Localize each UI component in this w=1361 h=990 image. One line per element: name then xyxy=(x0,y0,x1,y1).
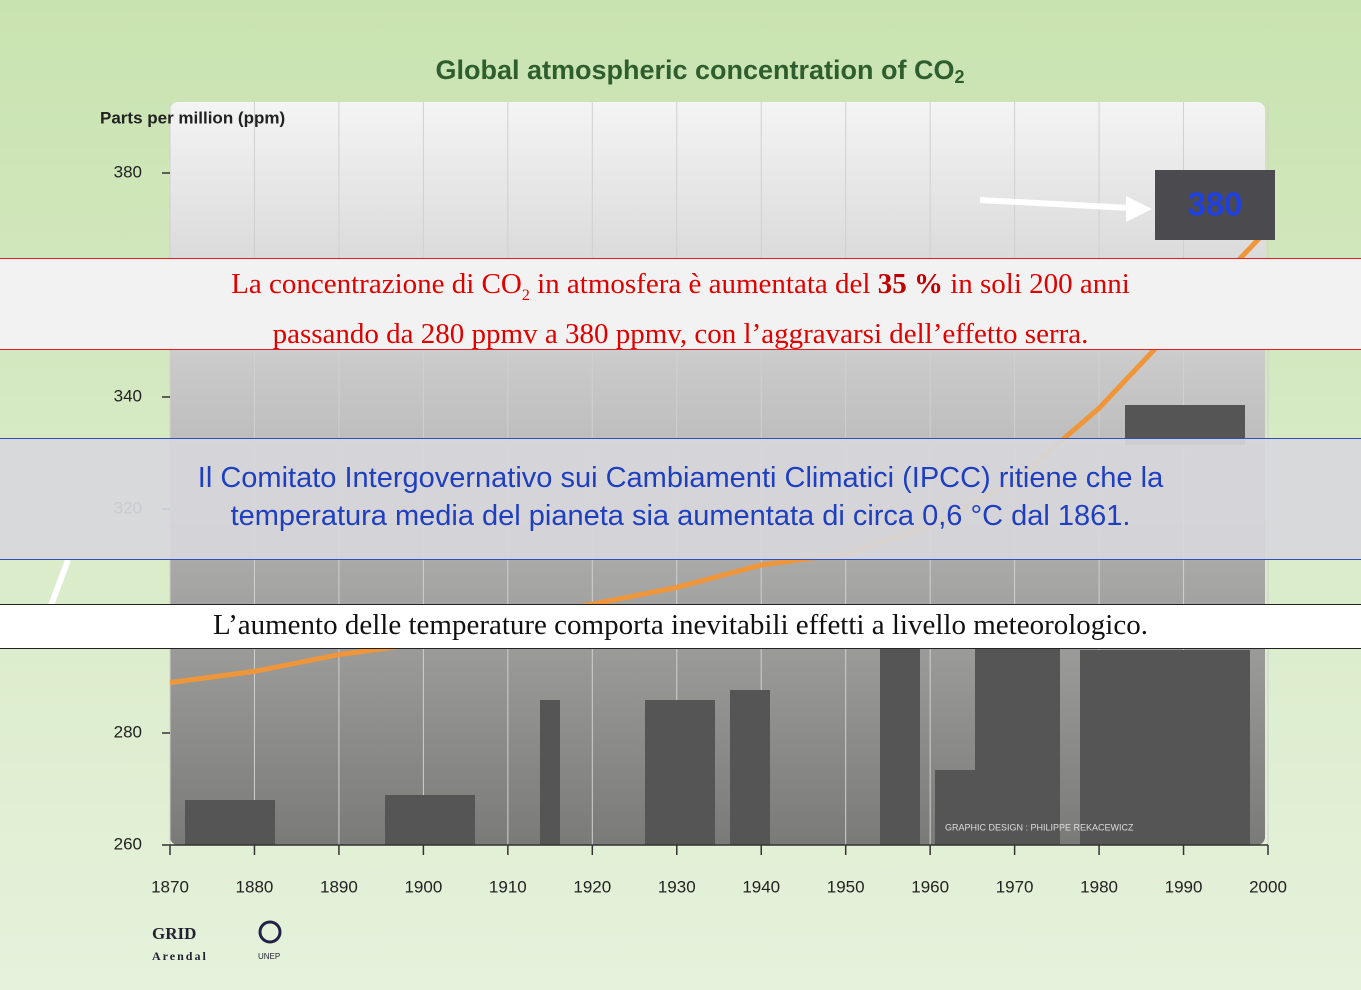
text: in soli 200 anni xyxy=(942,268,1130,300)
callout-box xyxy=(1155,170,1275,240)
industry-silhouette xyxy=(185,405,1250,845)
x-tick-label: 1910 xyxy=(489,877,527,896)
x-tick-label: 1870 xyxy=(151,877,189,896)
logo-bottom: Arendal xyxy=(152,949,208,963)
blue-line-1: Il Comitato Intergovernativo sui Cambiam… xyxy=(197,462,1164,494)
callout-label: 380 xyxy=(1187,186,1242,223)
logo-icon xyxy=(258,920,282,944)
y-tick-label: 340 xyxy=(114,386,142,405)
x-tick-label: 1990 xyxy=(1165,877,1203,896)
logo-partner: UNEP xyxy=(258,952,280,961)
y-tick-label: 380 xyxy=(114,162,142,181)
text: in atmosfera è aumentata del xyxy=(529,268,878,300)
x-tick-label: 1950 xyxy=(827,877,865,896)
chart-title: Global atmospheric concentration of CO2 xyxy=(435,55,964,87)
blue-line-2: temperatura media del pianeta sia aument… xyxy=(230,500,1131,532)
red-line-2: passando da 280 ppmv a 380 ppmv, con l’a… xyxy=(272,317,1089,350)
x-tick-label: 1960 xyxy=(911,877,949,896)
co2-line xyxy=(169,227,1270,686)
x-tick-label: 1890 xyxy=(320,877,358,896)
y-tick-label: 280 xyxy=(114,722,142,741)
black-text: L’aumento delle temperature comporta ine… xyxy=(213,609,1148,641)
x-tick-label: 1980 xyxy=(1080,877,1118,896)
x-tick-label: 1900 xyxy=(404,877,442,896)
emphasis: 35 % xyxy=(877,268,943,300)
x-tick-label: 1940 xyxy=(742,877,780,896)
logo-top: GRID xyxy=(152,924,196,943)
y-tick-label: 260 xyxy=(114,834,142,853)
callout-arrowhead xyxy=(1126,196,1152,222)
black-note: L’aumento delle temperature comporta ine… xyxy=(0,604,1361,649)
text: La concentrazione di CO xyxy=(231,268,522,300)
red-line-1: La concentrazione di CO2 in atmosfera è … xyxy=(231,265,1130,315)
blue-note: Il Comitato Intergovernativo sui Cambiam… xyxy=(0,438,1361,560)
title-subscript: 2 xyxy=(955,67,965,87)
callout-arrow xyxy=(979,197,1131,211)
x-tick-label: 1920 xyxy=(573,877,611,896)
credit: GRAPHIC DESIGN : PHILIPPE REKACEWICZ xyxy=(945,822,1134,832)
x-tick-label: 2000 xyxy=(1249,877,1287,896)
y-axis-label: Parts per million (ppm) xyxy=(100,108,285,127)
red-note: La concentrazione di CO2 in atmosfera è … xyxy=(0,258,1361,350)
x-tick-label: 1880 xyxy=(236,877,274,896)
x-tick-label: 1970 xyxy=(996,877,1034,896)
x-tick-label: 1930 xyxy=(658,877,696,896)
title-text: Global atmospheric concentration of CO xyxy=(435,55,954,85)
subscript: 2 xyxy=(521,286,530,304)
